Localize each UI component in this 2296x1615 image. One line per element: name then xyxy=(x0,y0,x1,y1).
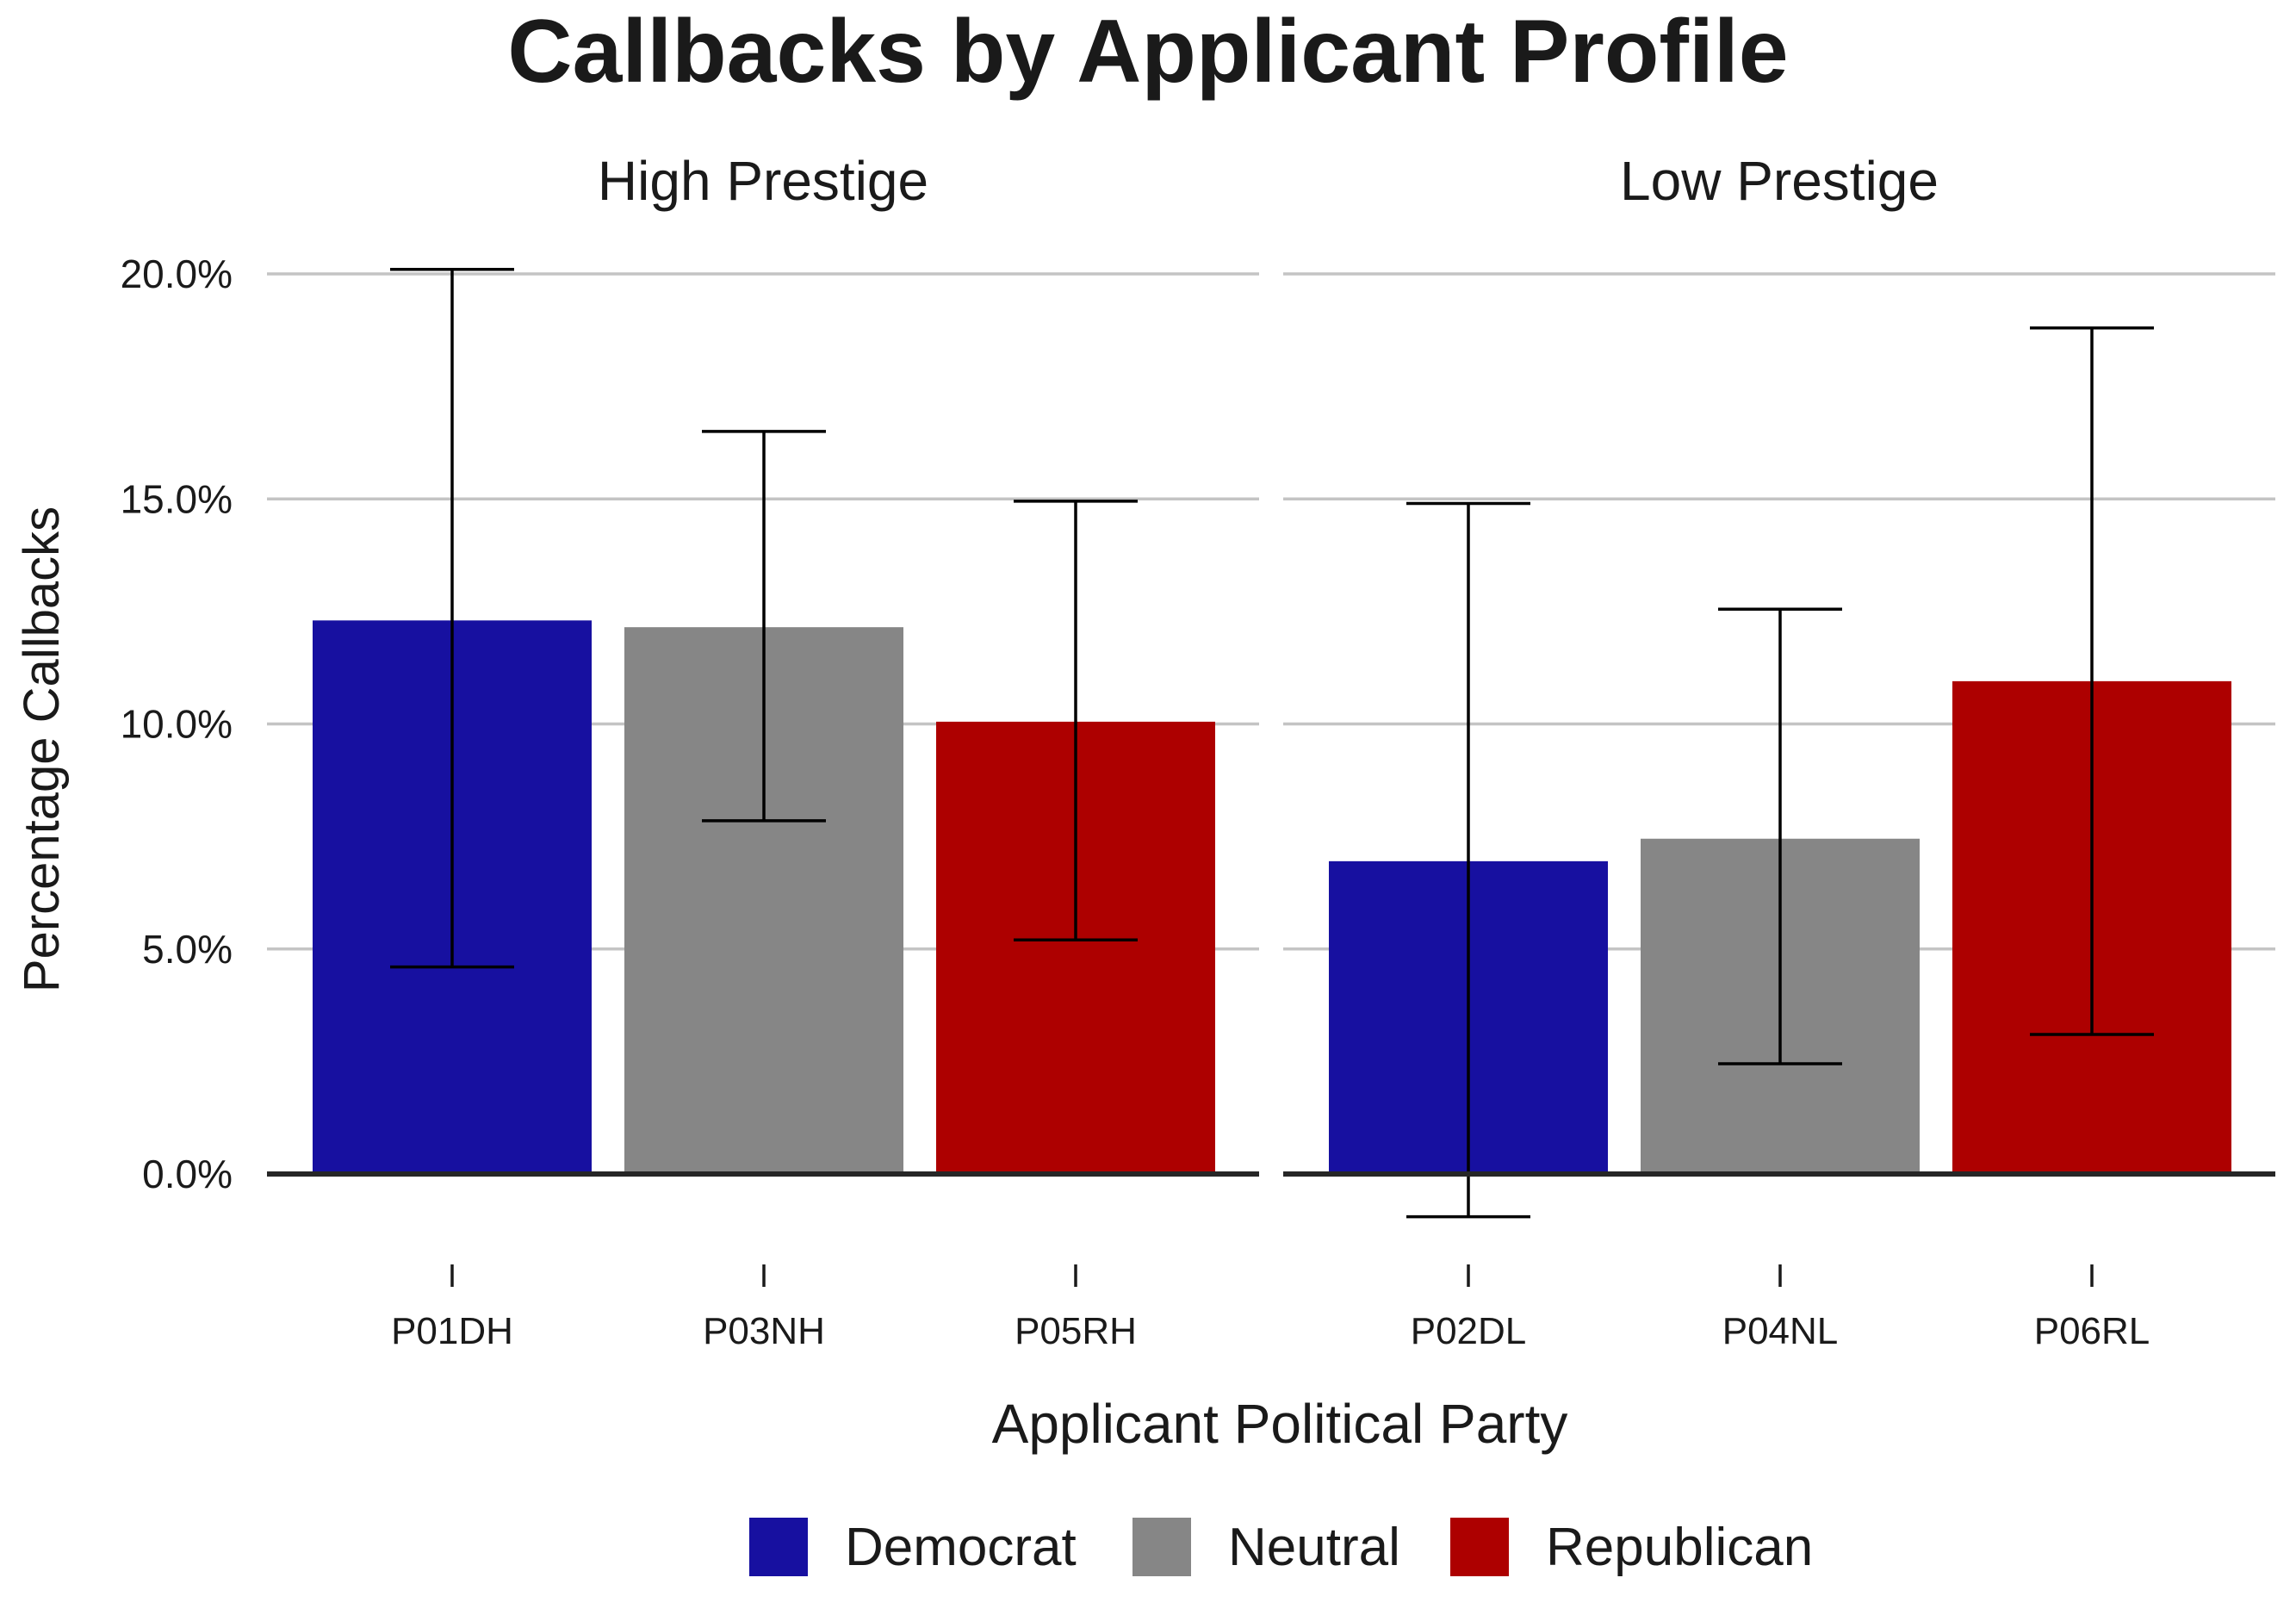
error-bar-p02dl xyxy=(1406,501,1530,1219)
error-bar-p03nh xyxy=(702,430,826,823)
y-tick-label: 20.0% xyxy=(121,252,233,296)
x-tick-label: P03NH xyxy=(703,1310,825,1352)
y-axis: 0.0% 5.0% 10.0% 15.0% 20.0% xyxy=(121,252,233,1196)
panel-1: High Prestige P01DH P03NH P05RH xyxy=(267,150,1259,1352)
y-axis-title: Percentage Callbacks xyxy=(14,506,70,992)
chart-title: Callbacks by Applicant Profile xyxy=(507,2,1788,102)
panel-strip-label: Low Prestige xyxy=(1620,150,1939,212)
legend-label: Democrat xyxy=(845,1518,1077,1577)
legend-swatch xyxy=(1450,1518,1509,1576)
chart-panels: High Prestige P01DH P03NH P05RH Low Prestige… xyxy=(267,150,2275,1352)
x-tick-label: P05RH xyxy=(1015,1310,1137,1352)
y-tick-label: 0.0% xyxy=(142,1152,233,1196)
panel-2: Low Prestige P02DL P04NL P06RL xyxy=(1283,150,2275,1352)
error-bar-p06rl xyxy=(2030,326,2154,1036)
legend-item-republican: Republican xyxy=(1450,1518,1813,1577)
x-tick-label: P01DH xyxy=(391,1310,513,1352)
y-tick-label: 15.0% xyxy=(121,476,233,521)
error-bar-p04nl xyxy=(1718,607,1842,1065)
legend-swatch xyxy=(1132,1518,1191,1576)
legend-item-neutral: Neutral xyxy=(1132,1518,1400,1577)
legend: Democrat Neutral Republican xyxy=(749,1518,1813,1577)
legend-label: Republican xyxy=(1546,1518,1813,1577)
error-bar-p01dh xyxy=(390,268,514,969)
x-tick-label: P06RL xyxy=(2034,1310,2150,1352)
error-bar-p05rh xyxy=(1014,500,1138,942)
legend-swatch xyxy=(749,1518,808,1576)
y-tick-label: 10.0% xyxy=(121,702,233,747)
legend-label: Neutral xyxy=(1228,1518,1400,1577)
x-axis-title: Applicant Political Party xyxy=(992,1393,1568,1455)
x-tick-label: P04NL xyxy=(1722,1310,1839,1352)
panel-strip-label: High Prestige xyxy=(598,150,928,212)
x-tick-label: P02DL xyxy=(1411,1310,1527,1352)
y-tick-label: 5.0% xyxy=(142,927,233,972)
legend-item-democrat: Democrat xyxy=(749,1518,1077,1577)
